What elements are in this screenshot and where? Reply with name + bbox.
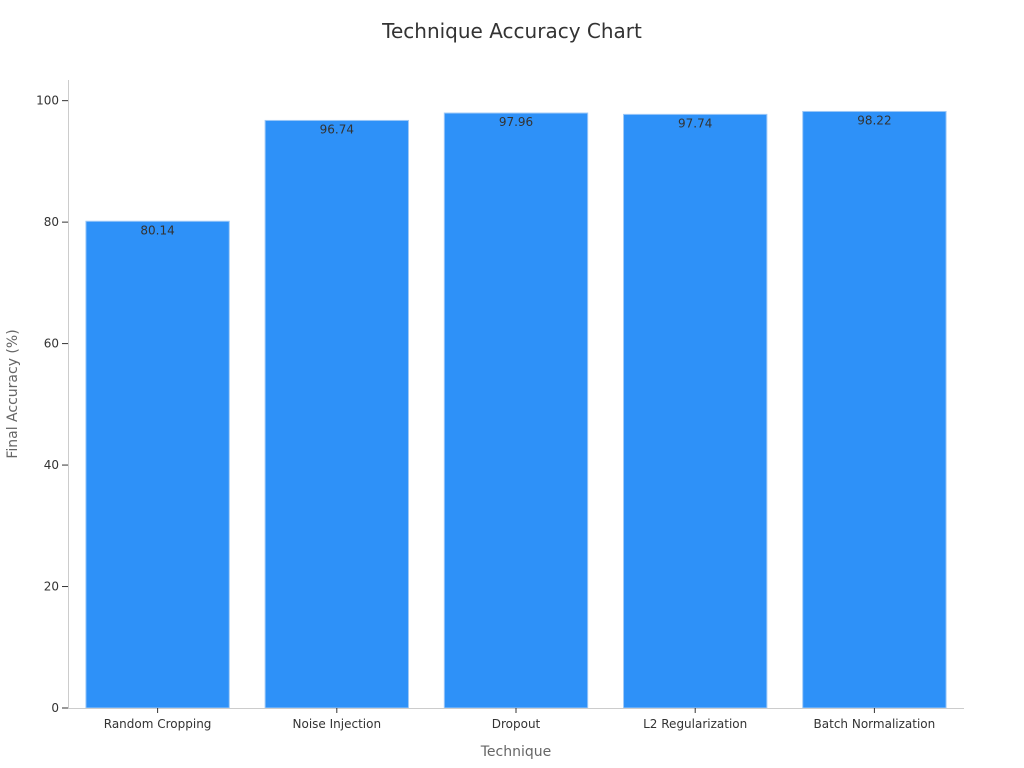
y-tick-label: 60 xyxy=(44,337,59,351)
y-tick-label: 80 xyxy=(44,215,59,229)
y-tick-label: 100 xyxy=(36,94,59,108)
x-tick-label: Noise Injection xyxy=(293,717,382,731)
x-tick-label: Dropout xyxy=(492,717,541,731)
data-label: 97.74 xyxy=(678,116,712,130)
bar xyxy=(85,220,230,709)
bar xyxy=(264,119,409,709)
bars-group xyxy=(85,110,947,709)
data-labels-group: 80.14 96.74 97.96 97.74 98.22 xyxy=(140,113,891,237)
y-tick-label: 40 xyxy=(44,458,59,472)
x-tick-label: L2 Regularization xyxy=(643,717,747,731)
x-tick-label: Batch Normalization xyxy=(814,717,936,731)
x-ticks-group: Random Cropping Noise Injection Dropout L2 … xyxy=(104,708,935,731)
bar xyxy=(802,110,947,709)
data-label: 97.96 xyxy=(499,115,533,129)
data-label: 80.14 xyxy=(140,223,174,237)
y-axis-title: Final Accuracy (%) xyxy=(5,329,21,458)
x-axis-title: Technique xyxy=(480,744,552,760)
y-ticks-group: 0 20 40 60 80 100 xyxy=(36,94,68,715)
y-tick-label: 20 xyxy=(44,580,59,594)
data-label: 96.74 xyxy=(320,122,354,136)
bar xyxy=(623,113,768,709)
bar xyxy=(443,112,589,709)
y-tick-label: 0 xyxy=(51,701,59,715)
chart-title: Technique Accuracy Chart xyxy=(382,19,642,43)
x-tick-label: Random Cropping xyxy=(104,717,212,731)
data-label: 98.22 xyxy=(857,113,891,127)
